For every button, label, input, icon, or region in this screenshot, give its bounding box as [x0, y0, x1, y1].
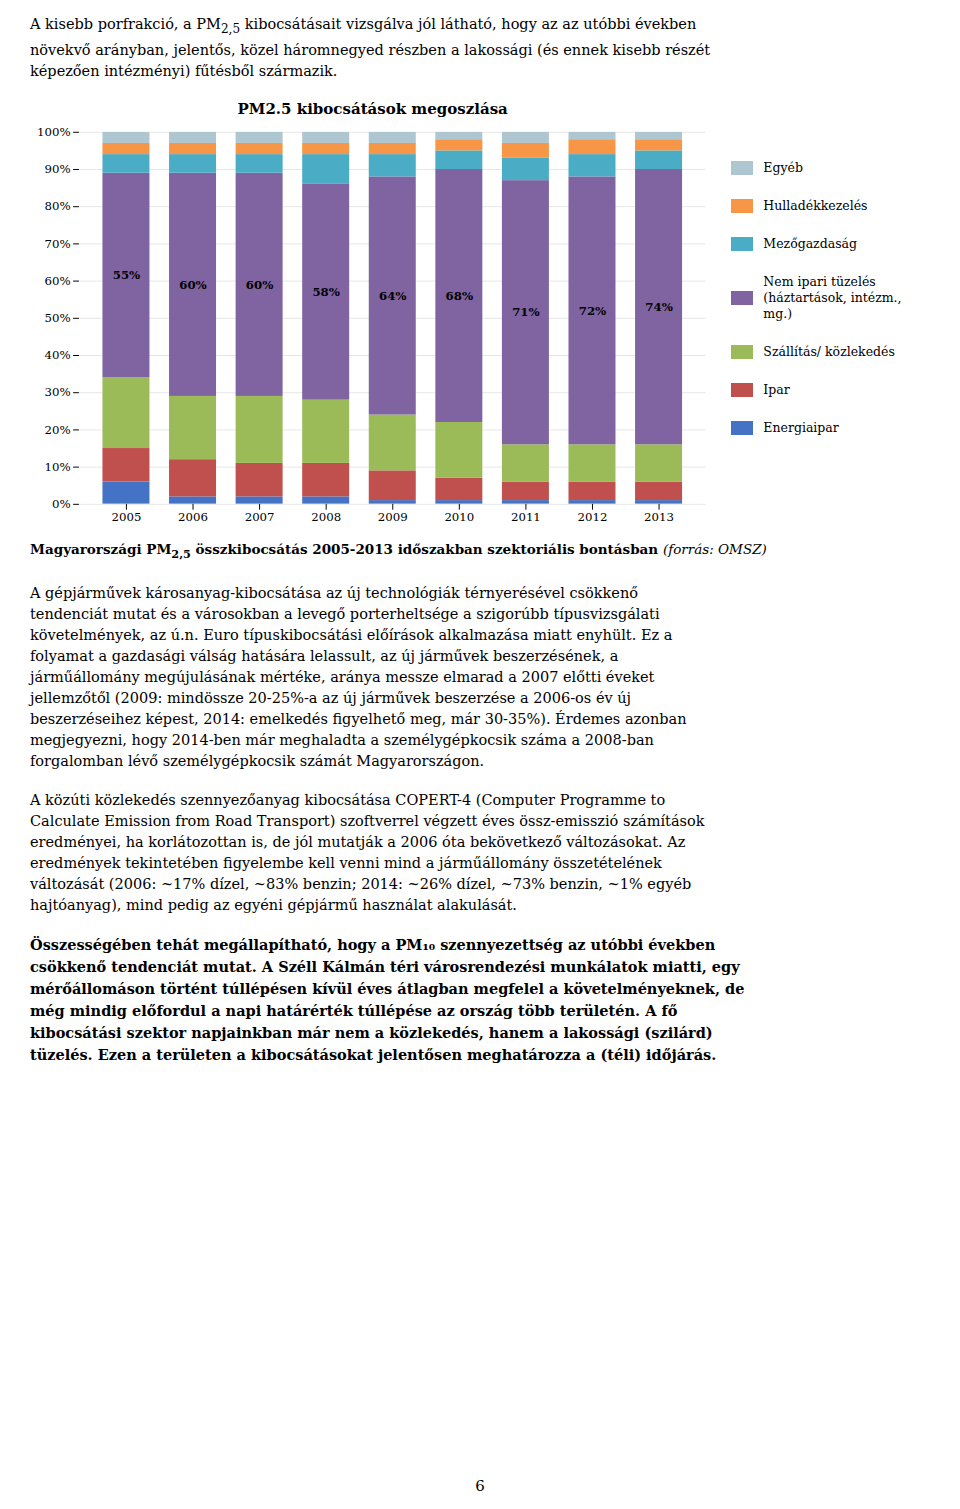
svg-text:2007: 2007 — [245, 510, 275, 524]
svg-text:2012: 2012 — [578, 510, 608, 524]
svg-text:100%: 100% — [37, 125, 71, 139]
html-text:tüzelés. Ezen a területen a ki: tüzelés. Ezen a területen a kibocsátások… — [30, 1045, 717, 1063]
svg-text:55%: 55% — [113, 268, 140, 282]
svg-text:2013: 2013 — [644, 510, 674, 524]
html-text:6: 6 — [475, 1477, 485, 1495]
svg-text:60%: 60% — [179, 277, 206, 291]
svg-text:50%: 50% — [45, 311, 71, 325]
html-text:A közúti közlekedés szennyezőa: A közúti közlekedés szennyezőanyag kiboc… — [30, 791, 666, 808]
svg-text:72%: 72% — [579, 304, 606, 318]
svg-text:2011: 2011 — [511, 510, 541, 524]
html-text:csökkenő tendenciát mutat. A S: csökkenő tendenciát mutat. A Széll Kálmá… — [30, 957, 740, 975]
html-text:Összességében tehát megállapít: Összességében tehát megállapítható, hogy… — [30, 935, 716, 953]
html-text:PM2.5 kibocsátások megoszlása: PM2.5 kibocsátások megoszlása — [237, 99, 508, 118]
html-text:Mezőgazdaság: Mezőgazdaság — [763, 235, 857, 251]
svg-text:20%: 20% — [45, 423, 71, 437]
html-text:képezően intézményi) fűtésből: képezően intézményi) fűtésből származik. — [30, 62, 338, 79]
html-text:Nem ipari tüzelés (háztartások: Nem ipari tüzelés (háztartások, intézm.,… — [763, 273, 902, 321]
html-text:hajtóanyag), mind pedig az egy: hajtóanyag), mind pedig az egyéni gépjár… — [30, 896, 517, 913]
html-text:Szállítás/ közlekedés: Szállítás/ közlekedés — [763, 343, 895, 359]
svg-text:58%: 58% — [312, 285, 339, 299]
html-text:eredményei, ha korlátozottan i: eredményei, ha korlátozottan is, de jól … — [30, 833, 686, 850]
svg-text:2005: 2005 — [112, 510, 142, 524]
svg-text:10%: 10% — [45, 460, 71, 474]
svg-text:80%: 80% — [45, 199, 71, 213]
svg-text:90%: 90% — [45, 162, 71, 176]
svg-text:0%: 0% — [52, 497, 71, 511]
svg-text:74%: 74% — [645, 300, 672, 314]
svg-text:2008: 2008 — [311, 510, 341, 524]
svg-text:68%: 68% — [446, 289, 473, 303]
html-text:mérőállomáson történt túllépés: mérőállomáson történt túllépésen kívül é… — [30, 979, 745, 997]
html-text:Energiaipar: Energiaipar — [763, 419, 839, 435]
svg-text:70%: 70% — [45, 237, 71, 251]
html-text:A gépjárművek károsanyag-kiboc: A gépjárművek károsanyag-kibocsátása az … — [30, 584, 638, 601]
html-text:jellemzőtől (2009: mindössze 2: jellemzőtől (2009: mindössze 20-25%-a az… — [30, 689, 632, 706]
svg-text:2006: 2006 — [178, 510, 208, 524]
html-text:Egyéb: Egyéb — [763, 159, 803, 175]
svg-text:40%: 40% — [45, 348, 71, 362]
html-text:beszerzéseihez képest, 2014: e: beszerzéseihez képest, 2014: emelkedés f… — [30, 710, 687, 727]
svg-text:2009: 2009 — [378, 510, 408, 524]
html-text:eredmények tekintetében figyel: eredmények tekintetében figyelembe kell … — [30, 854, 662, 871]
html-text:növekvő arányban, jelentős, kö: növekvő arányban, jelentős, közel háromn… — [30, 41, 711, 58]
html-text:A kisebb porfrakció, a PM2,5ki: A kisebb porfrakció, a PM2,5kibocsátásai… — [30, 16, 697, 36]
html-text:járműállomány megújulásának mé: járműállomány megújulásának mértéke, ará… — [30, 668, 655, 685]
html-text:forgalomban lévő személygépkoc: forgalomban lévő személygépkocsik számát… — [30, 752, 485, 769]
html-text:Hulladékkezelés: Hulladékkezelés — [763, 197, 868, 213]
html-text:Magyarországi PM2,5összkibocsá: Magyarországi PM2,5összkibocsátás 2005-2… — [30, 541, 767, 561]
html-text:Ipar: Ipar — [763, 381, 790, 397]
html-text:folyamat a gazdasági válság ha: folyamat a gazdasági válság hatására lel… — [30, 647, 619, 664]
svg-text:64%: 64% — [379, 289, 406, 303]
html-text:Calculate Emission from Road T: Calculate Emission from Road Transport) … — [30, 812, 705, 829]
html-text:követelmények, az ú.n. Euro tí: követelmények, az ú.n. Euro típuskibocsá… — [30, 626, 673, 643]
svg-text:60%: 60% — [246, 277, 273, 291]
html-text:változását (2006: ~17% dízel,: változását (2006: ~17% dízel, ~83% benzi… — [30, 875, 692, 892]
svg-text:2010: 2010 — [444, 510, 474, 524]
html-text:még mindig előfordul a napi ha: még mindig előfordul a napi határérték t… — [30, 1001, 678, 1019]
svg-text:71%: 71% — [512, 305, 539, 319]
svg-text:30%: 30% — [45, 385, 71, 399]
html-text:tendenciát mutat és a városokb: tendenciát mutat és a városokban a leveg… — [30, 605, 660, 622]
svg-text:60%: 60% — [45, 274, 71, 288]
html-text:kibocsátási szektor napjainkba: kibocsátási szektor napjainkban már nem … — [30, 1023, 713, 1041]
html-text:megjegyezni, hogy 2014-ben már: megjegyezni, hogy 2014-ben már meghaladt… — [30, 731, 654, 748]
